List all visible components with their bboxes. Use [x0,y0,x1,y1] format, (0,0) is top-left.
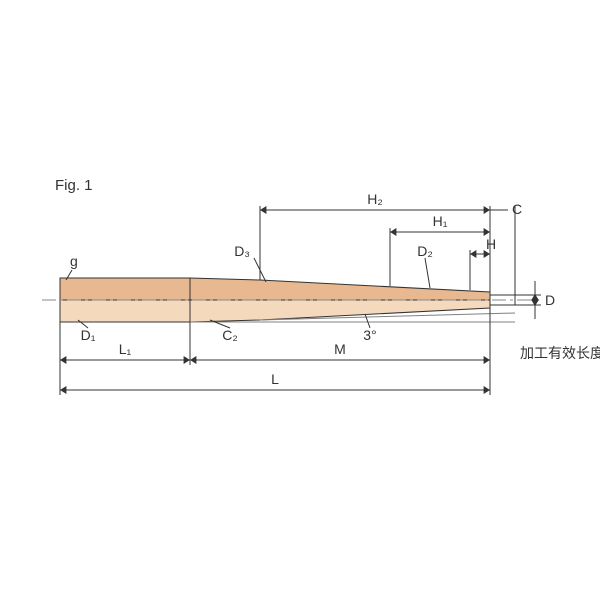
dim-label: H₁ [433,213,448,229]
dim-label: H₂ [367,191,383,207]
dim-label: C₂ [222,327,238,343]
tool-body-lower [60,300,490,322]
dim-label: L₁ [119,341,132,357]
dim-label: M [334,341,346,357]
dim-label: D₂ [417,243,433,259]
dim-label: D₃ [234,243,250,259]
dim-label: D₁ [81,327,96,343]
dim-label: C [512,201,522,217]
dim-label: 3° [363,327,376,343]
technical-diagram: Fig. 1 H₂ H₁ C H D₃ D₂ g D D₁ C₂ 3° 加工有效长度 L₁ M L [0,0,600,600]
dim-label: 加工有效长度 [520,345,600,361]
dim-label: D [545,292,555,308]
dim-label: g [70,253,78,269]
tool-body-upper [60,278,490,300]
dim-label: Fig. 1 [55,177,93,194]
dim-label: L [271,371,279,387]
dim-label: H [486,236,496,252]
